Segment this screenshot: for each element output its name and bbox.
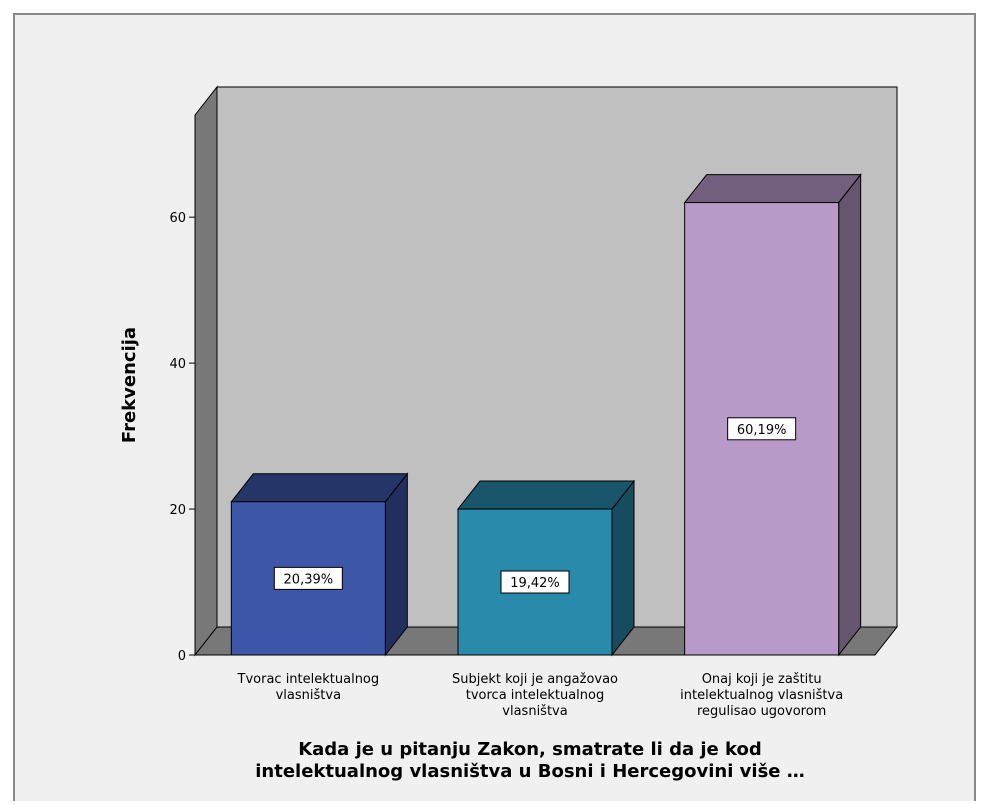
- bar-side: [611, 479, 635, 657]
- y-tick-label: 60: [169, 211, 186, 226]
- value-label: 19,42%: [510, 576, 560, 591]
- y-tick-label: 20: [169, 503, 186, 518]
- x-axis-label: Kada je u pitanju Zakon, smatrate li da …: [255, 739, 805, 782]
- x-tick-label: Subjekt koji je angažovao tvorca intelekt…: [452, 672, 618, 719]
- y-axis-label: Frekvencija: [119, 327, 140, 443]
- bar-side: [838, 173, 862, 657]
- bar-side: [384, 472, 408, 657]
- x-tick-label: Tvorac intelektualnog vlasništva: [237, 672, 380, 703]
- value-label-box: [500, 570, 570, 594]
- value-label-box: [727, 417, 797, 441]
- x-tick-label: Onaj koji je zaštitu intelektualnog vlasn…: [680, 672, 843, 719]
- value-label: 60,19%: [737, 423, 787, 438]
- side-wall: [194, 85, 218, 657]
- bar-top: [456, 480, 636, 510]
- y-tick-label: 40: [169, 357, 186, 372]
- bar-top: [230, 473, 409, 503]
- y-tick-label: 0: [178, 649, 186, 664]
- value-label-box: [273, 566, 343, 590]
- bar-top: [683, 174, 862, 204]
- value-label: 20,39%: [284, 572, 334, 587]
